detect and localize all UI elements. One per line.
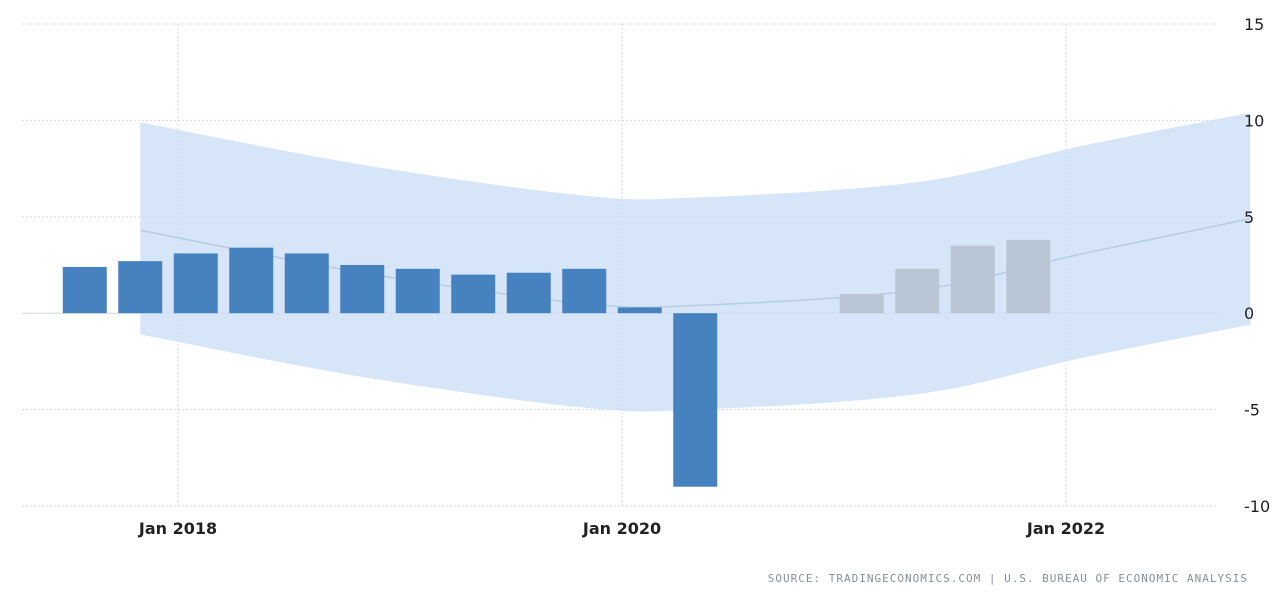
source-note: SOURCE: TRADINGECONOMICS.COM | U.S. BURE…: [768, 572, 1248, 585]
x-tick-label: Jan 2022: [1026, 519, 1105, 538]
bar: [506, 272, 551, 314]
bar: [562, 268, 607, 314]
bars: [62, 239, 1051, 487]
bar: [451, 274, 496, 314]
bar: [673, 313, 718, 487]
x-tick-label: Jan 2020: [582, 519, 661, 538]
bar: [229, 247, 274, 314]
y-tick-label: 10: [1244, 111, 1264, 130]
forecast-bar: [839, 293, 884, 314]
forecast-bar: [895, 268, 940, 314]
x-tick-label: Jan 2018: [138, 519, 217, 538]
bar: [118, 261, 163, 314]
y-tick-label: 5: [1244, 208, 1254, 227]
x-axis-labels: Jan 2018 Jan 2020 Jan 2022: [138, 519, 1105, 538]
bar: [617, 307, 662, 314]
y-tick-label: 15: [1244, 15, 1264, 34]
bar: [340, 265, 385, 314]
forecast-bar: [950, 245, 995, 314]
y-tick-label: -10: [1244, 497, 1270, 516]
bar: [395, 268, 440, 314]
bar: [173, 253, 218, 314]
band-area: [140, 112, 1251, 412]
forecast-bar: [1006, 239, 1051, 314]
confidence-band: [140, 112, 1251, 412]
bar: [284, 253, 329, 314]
y-tick-label: 0: [1244, 304, 1254, 323]
y-tick-label: -5: [1244, 401, 1260, 420]
y-axis-labels: 15 10 5 0 -5 -10: [1244, 15, 1270, 516]
bar: [62, 266, 107, 314]
